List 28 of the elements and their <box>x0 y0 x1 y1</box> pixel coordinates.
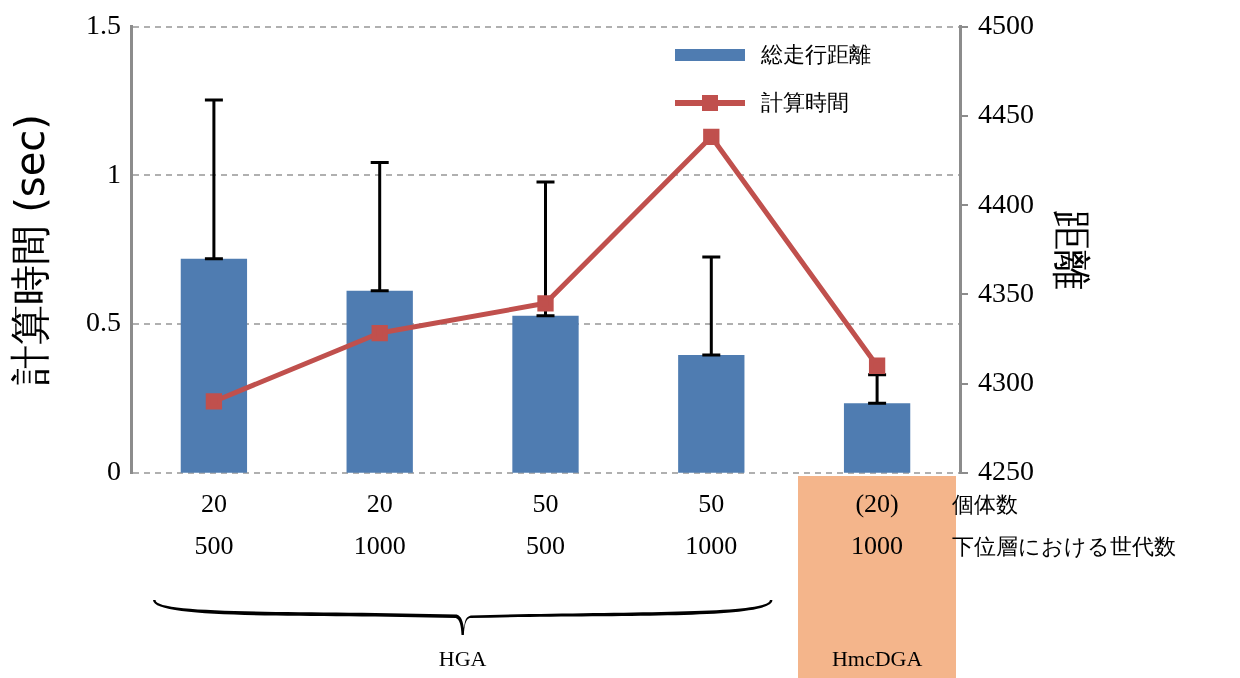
text: HmcDGA <box>831 645 923 671</box>
y2-axis-title: 距離 <box>1048 209 1095 290</box>
text: HGA <box>438 645 487 671</box>
point <box>703 128 720 145</box>
x-tick-label: 20 500 <box>194 489 234 561</box>
y-tick-label: 0.5 <box>86 306 121 338</box>
y-tick-label: 0 <box>107 455 121 487</box>
point <box>371 324 388 342</box>
x-tick-label: 20 1000 <box>353 489 406 561</box>
point <box>537 295 554 312</box>
legend-label: 計算時間 <box>761 88 849 117</box>
text: 下位層における世代数 <box>952 533 1177 559</box>
y-tick-label: 1 <box>107 157 121 189</box>
point <box>205 393 223 410</box>
text: 個体数 <box>952 491 1019 517</box>
y2-tick-label: 4400 <box>978 187 1034 219</box>
y2-tick-label: 4450 <box>978 98 1034 130</box>
x-tick-label: 50 1000 <box>685 489 738 561</box>
x-tick-label: 50 500 <box>526 489 565 561</box>
legend-label: 総走行距離 <box>761 40 871 69</box>
y2-tick-label: 4300 <box>978 365 1034 397</box>
y-tick-label: 1.5 <box>86 9 121 41</box>
point <box>868 357 886 374</box>
y2-tick-label: 4250 <box>978 455 1034 487</box>
y2-tick-label: 4500 <box>978 9 1034 41</box>
y-axis-title: 計算時間 (sec) <box>7 114 54 386</box>
y2-tick-label: 4350 <box>978 276 1034 308</box>
x-tick-label: (20) 1000 <box>851 489 904 561</box>
